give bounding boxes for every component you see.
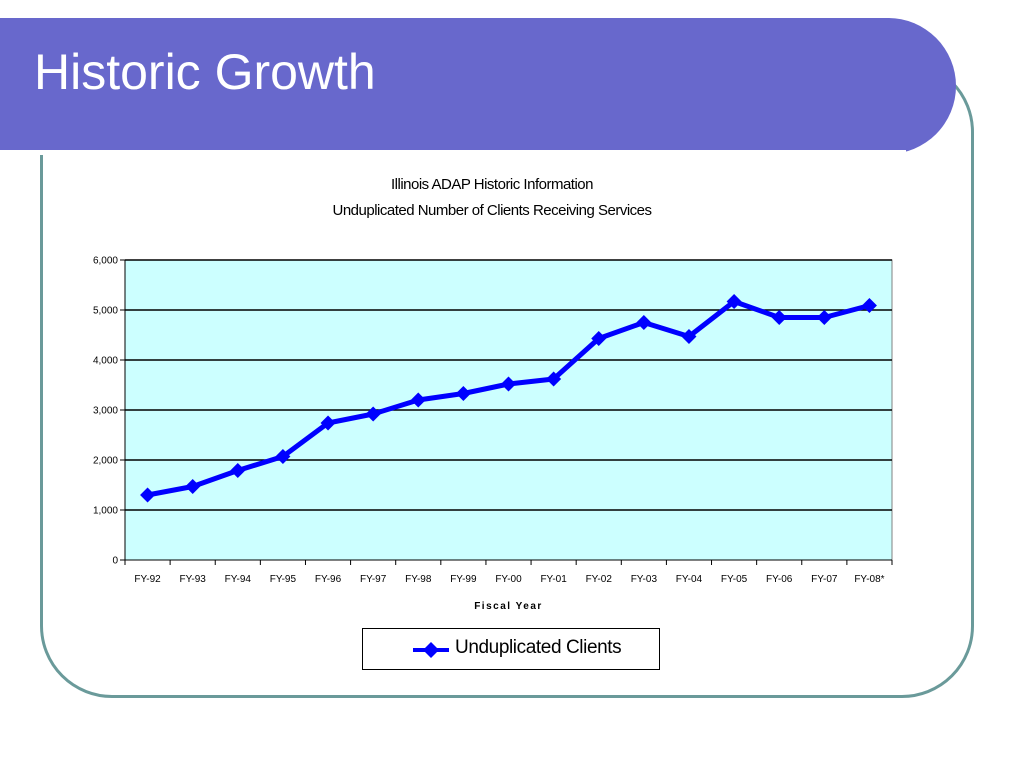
y-tick-label: 6,000 [93, 256, 118, 267]
chart-title: Illinois ADAP Historic Information [391, 176, 593, 193]
data-point [320, 415, 336, 431]
data-point [365, 406, 381, 422]
x-tick-label: FY-99 [450, 574, 477, 585]
x-tick-label: FY-02 [586, 574, 613, 585]
x-tick-label: FY-03 [631, 574, 658, 585]
slide-title: Historic Growth [34, 44, 376, 100]
legend-label: Unduplicated Clients [455, 637, 622, 658]
x-tick-label: FY-07 [811, 574, 838, 585]
chart-subtitle: Unduplicated Number of Clients Receiving… [332, 202, 653, 219]
x-tick-label: FY-98 [405, 574, 432, 585]
y-tick-label: 3,000 [93, 406, 118, 417]
data-point [275, 449, 291, 464]
x-tick-label: FY-05 [721, 574, 748, 585]
y-tick-label: 5,000 [93, 306, 118, 317]
data-point [230, 463, 246, 478]
x-tick-label: FY-94 [225, 574, 252, 585]
data-point [140, 487, 156, 503]
x-tick-label: FY-04 [676, 574, 703, 585]
x-tick-label: FY-97 [360, 574, 387, 585]
data-point [185, 479, 201, 494]
data-point [410, 392, 426, 408]
y-tick-label: 2,000 [93, 456, 118, 467]
x-tick-label: FY-01 [540, 574, 567, 585]
chart-legend: Unduplicated Clients [362, 628, 660, 670]
data-point [501, 376, 516, 392]
y-tick-label: 0 [112, 556, 118, 567]
data-point [455, 386, 471, 401]
data-point [591, 331, 607, 346]
x-axis-label: Fiscal Year [474, 601, 543, 612]
title-rule [0, 150, 906, 155]
x-tick-label: FY-95 [270, 574, 297, 585]
data-point [726, 294, 742, 309]
x-tick-label: FY-00 [495, 574, 522, 585]
title-band: Historic Growth [0, 18, 956, 155]
data-point [861, 298, 877, 313]
data-point [636, 315, 652, 330]
chart-title-block: Illinois ADAP Historic Information Undup… [200, 172, 784, 224]
x-tick-label: FY-06 [766, 574, 793, 585]
data-point [816, 310, 832, 325]
y-tick-label: 1,000 [93, 506, 118, 517]
x-tick-label: FY-96 [315, 574, 342, 585]
data-point [546, 371, 562, 387]
data-point [771, 310, 787, 325]
x-tick-label: FY-92 [134, 574, 161, 585]
x-tick-label: FY-93 [180, 574, 207, 585]
y-tick-label: 4,000 [93, 356, 118, 367]
legend-line-marker [413, 642, 449, 658]
data-point [681, 329, 697, 344]
x-tick-label: FY-08* [854, 574, 884, 585]
